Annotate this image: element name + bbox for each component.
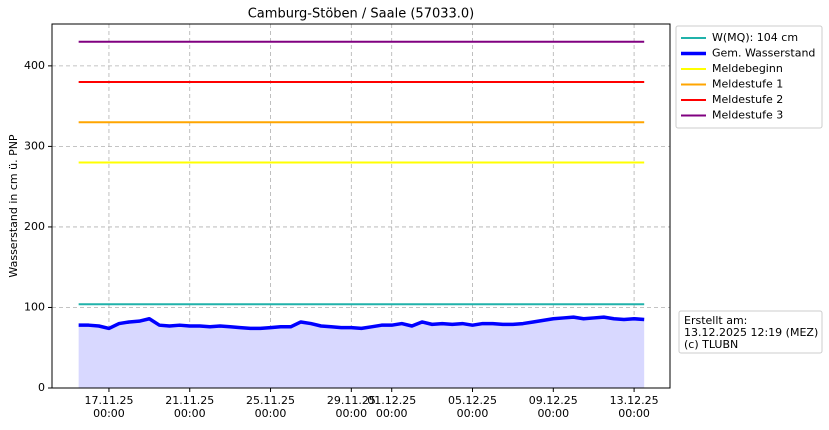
x-tick-label: 01.12.25 00:00 <box>367 394 416 420</box>
y-tick-label: 0 <box>38 381 45 394</box>
y-tick-label: 400 <box>24 59 45 72</box>
x-tick-label: 05.12.25 00:00 <box>448 394 497 420</box>
x-tick-label: 13.12.25 00:00 <box>610 394 659 420</box>
plot-frame <box>51 23 671 389</box>
annotation: 13.12.2025 12:19 (MEZ) <box>684 326 818 339</box>
y-axis-label: Wasserstand in cm ü. PNP <box>7 134 20 278</box>
y-tick-label: 300 <box>24 139 45 152</box>
y-tick-label: 100 <box>24 300 45 313</box>
legend-label: W(MQ): 104 cm <box>712 31 798 44</box>
y-tick-label: 200 <box>24 220 45 233</box>
legend-label: Meldestufe 2 <box>712 93 783 106</box>
series-line <box>78 315 645 331</box>
legend-label: Meldestufe 1 <box>712 78 783 91</box>
x-tick-label: 25.11.25 00:00 <box>246 394 295 420</box>
x-tick-label: 29.11.25 00:00 <box>327 394 376 420</box>
chart-title: Camburg-Stöben / Saale (57033.0) <box>248 7 475 22</box>
x-tick-label: 09.12.25 00:00 <box>529 394 578 420</box>
legend-box <box>675 25 823 129</box>
annotation: (c) TLUBN <box>684 338 738 351</box>
legend-label: Meldestufe 3 <box>712 109 783 122</box>
area <box>78 317 645 388</box>
legend-label: Gem. Wasserstand <box>712 47 815 60</box>
annotation: Erstellt am: <box>684 314 747 327</box>
x-tick-label: 21.11.25 00:00 <box>165 394 214 420</box>
x-tick-label: 17.11.25 00:00 <box>84 394 133 420</box>
annotation-box <box>678 310 823 354</box>
legend-label: Meldebeginn <box>712 62 783 75</box>
